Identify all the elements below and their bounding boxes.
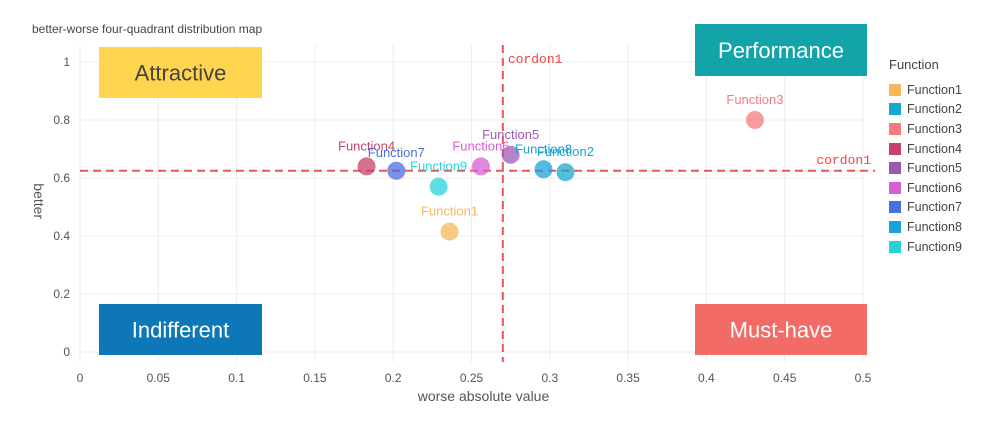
- legend-swatch: [889, 83, 901, 96]
- legend-item[interactable]: Function6: [889, 178, 962, 198]
- quadrant-must-have-label: Must-have: [730, 318, 833, 343]
- data-point[interactable]: [387, 161, 406, 180]
- x-tick-label: 0.45: [773, 371, 797, 385]
- legend-swatch: [889, 162, 901, 175]
- legend-item[interactable]: Function1: [889, 80, 962, 100]
- legend-swatch: [889, 240, 901, 253]
- point-label: Function7: [368, 145, 425, 160]
- x-tick-label: 0.3: [541, 371, 558, 385]
- y-tick-label: 0.2: [53, 287, 70, 301]
- data-point[interactable]: [429, 177, 448, 196]
- quadrant-attractive-box: [99, 47, 262, 98]
- data-point[interactable]: [745, 111, 764, 129]
- legend-swatch: [889, 103, 901, 116]
- quadrant-performance-box: [695, 24, 867, 76]
- legend-item[interactable]: Function8: [889, 217, 962, 237]
- legend-label: Function6: [907, 180, 962, 195]
- legend-label: Function5: [907, 161, 962, 176]
- y-tick-label: 0: [63, 345, 70, 359]
- x-tick-label: 0: [77, 371, 84, 385]
- data-point[interactable]: [357, 157, 376, 176]
- data-point[interactable]: [471, 157, 490, 176]
- data-point[interactable]: [501, 145, 520, 164]
- point-label: Function9: [410, 159, 467, 174]
- legend-swatch: [889, 142, 901, 155]
- x-tick-label: 0.5: [855, 371, 872, 385]
- legend-label: Function7: [907, 200, 962, 215]
- x-tick-label: 0.35: [616, 371, 640, 385]
- legend-item[interactable]: Function4: [889, 139, 962, 159]
- x-tick-label: 0.25: [460, 371, 484, 385]
- legend-label: Function4: [907, 141, 962, 156]
- quadrant-attractive-label: Attractive: [135, 61, 227, 86]
- y-tick-label: 1: [63, 55, 70, 69]
- legend-label: Function9: [907, 239, 962, 254]
- point-label: Function5: [482, 127, 539, 142]
- quadrant-indifferent-label: Indifferent: [132, 318, 229, 343]
- x-axis-title: worse absolute value: [417, 388, 550, 404]
- legend-swatch: [889, 201, 901, 214]
- legend-item[interactable]: Function7: [889, 198, 962, 218]
- data-point[interactable]: [556, 163, 575, 182]
- legend-item[interactable]: Function5: [889, 158, 962, 178]
- legend-label: Function1: [907, 82, 962, 97]
- cordon1-vertical-label: cordon1: [508, 52, 563, 67]
- legend: Function Function1 Function2 Function3 Func…: [889, 57, 962, 256]
- point-label: Function6: [452, 138, 509, 153]
- cordon1-horizontal-label: cordon1: [816, 153, 871, 168]
- point-label: Function4: [338, 138, 395, 153]
- legend-label: Function8: [907, 219, 962, 234]
- x-tick-label: 0.4: [698, 371, 715, 385]
- point-label: Function1: [421, 204, 478, 219]
- legend-label: Function3: [907, 121, 962, 136]
- data-point[interactable]: [440, 222, 459, 241]
- legend-swatch: [889, 122, 901, 135]
- x-tick-label: 0.1: [228, 371, 245, 385]
- x-tick-label: 0.15: [303, 371, 327, 385]
- x-tick-label: 0.2: [385, 371, 402, 385]
- legend-swatch: [889, 181, 901, 194]
- point-label: Function3: [726, 92, 783, 107]
- point-label: Function2: [537, 144, 594, 159]
- y-tick-label: 0.6: [53, 171, 70, 185]
- legend-item[interactable]: Function2: [889, 100, 962, 120]
- y-tick-label: 0.8: [53, 113, 70, 127]
- quadrant-indifferent-box: [99, 304, 262, 355]
- y-axis-title: better: [31, 183, 47, 219]
- chart-title: better-worse four-quadrant distribution …: [32, 22, 263, 36]
- y-tick-label: 0.4: [53, 229, 70, 243]
- legend-item[interactable]: Function3: [889, 119, 962, 139]
- x-tick-label: 0.05: [147, 371, 171, 385]
- point-label: Function8: [515, 141, 572, 156]
- data-point[interactable]: [534, 160, 553, 179]
- legend-swatch: [889, 220, 901, 233]
- legend-item[interactable]: Function9: [889, 237, 962, 257]
- legend-label: Function2: [907, 102, 962, 117]
- legend-title: Function: [889, 57, 939, 72]
- quadrant-performance-label: Performance: [718, 38, 844, 63]
- quadrant-must-have-box: [695, 304, 867, 355]
